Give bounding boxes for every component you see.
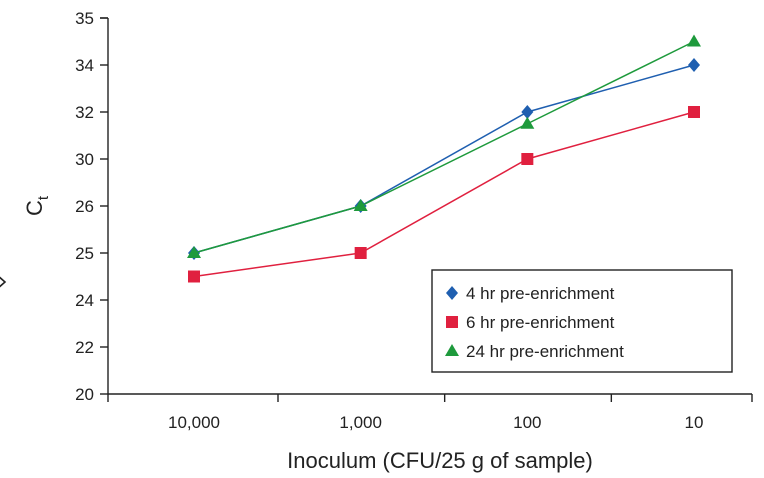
- data-point: [688, 58, 700, 72]
- data-point: [688, 106, 700, 118]
- series-line: [193, 111, 695, 278]
- series: [187, 34, 701, 258]
- y-tick-label: 30: [75, 150, 94, 169]
- series-layer: [187, 34, 701, 283]
- x-tick-label: 100: [513, 413, 541, 432]
- legend-label: 6 hr pre-enrichment: [466, 313, 615, 332]
- x-axis-ticks: 10,000 1,000 100 10: [107, 394, 704, 432]
- data-point: [187, 246, 201, 258]
- y-axis-title: Ct: [22, 195, 52, 216]
- series: [188, 106, 700, 283]
- x-axis-title: Inoculum (CFU/25 g of sample): [287, 448, 593, 473]
- legend-label: 4 hr pre-enrichment: [466, 284, 615, 303]
- data-point: [521, 153, 534, 165]
- legend-label: 24 hr pre-enrichment: [466, 342, 624, 361]
- data-point: [354, 247, 367, 259]
- series-line: [193, 40, 695, 254]
- y-axis-title-main: C: [22, 200, 47, 216]
- x-tick-label: 1,000: [339, 413, 382, 432]
- y-axis-ticks: 20 22 24 25 26 30 32 34 35: [75, 9, 108, 404]
- data-point: [520, 116, 535, 129]
- data-point: [521, 105, 534, 119]
- y-axis-title-subscript: t: [35, 195, 52, 200]
- y-tick-label: 32: [75, 103, 94, 122]
- data-point: [353, 199, 368, 211]
- chevron-right-icon: [0, 276, 7, 288]
- legend: 4 hr pre-enrichment 6 hr pre-enrichment 24…: [431, 269, 733, 373]
- y-tick-label: 34: [75, 56, 94, 75]
- y-tick-label: 24: [75, 291, 94, 310]
- series: [188, 58, 700, 260]
- legend-marker: [446, 316, 458, 328]
- svg-text:Ct: Ct: [22, 195, 52, 216]
- y-tick-label: 20: [75, 385, 94, 404]
- series-line: [193, 64, 695, 254]
- x-tick-label: 10,000: [168, 413, 220, 432]
- data-point: [687, 34, 701, 47]
- legend-marker: [445, 344, 459, 356]
- legend-box: [431, 269, 733, 373]
- legend-marker: [446, 286, 458, 300]
- y-tick-label: 25: [75, 244, 94, 263]
- y-tick-label: 35: [75, 9, 94, 28]
- y-tick-label: 22: [75, 338, 94, 357]
- data-point: [188, 270, 200, 283]
- y-tick-label: 26: [75, 197, 94, 216]
- x-tick-label: 10: [685, 413, 704, 432]
